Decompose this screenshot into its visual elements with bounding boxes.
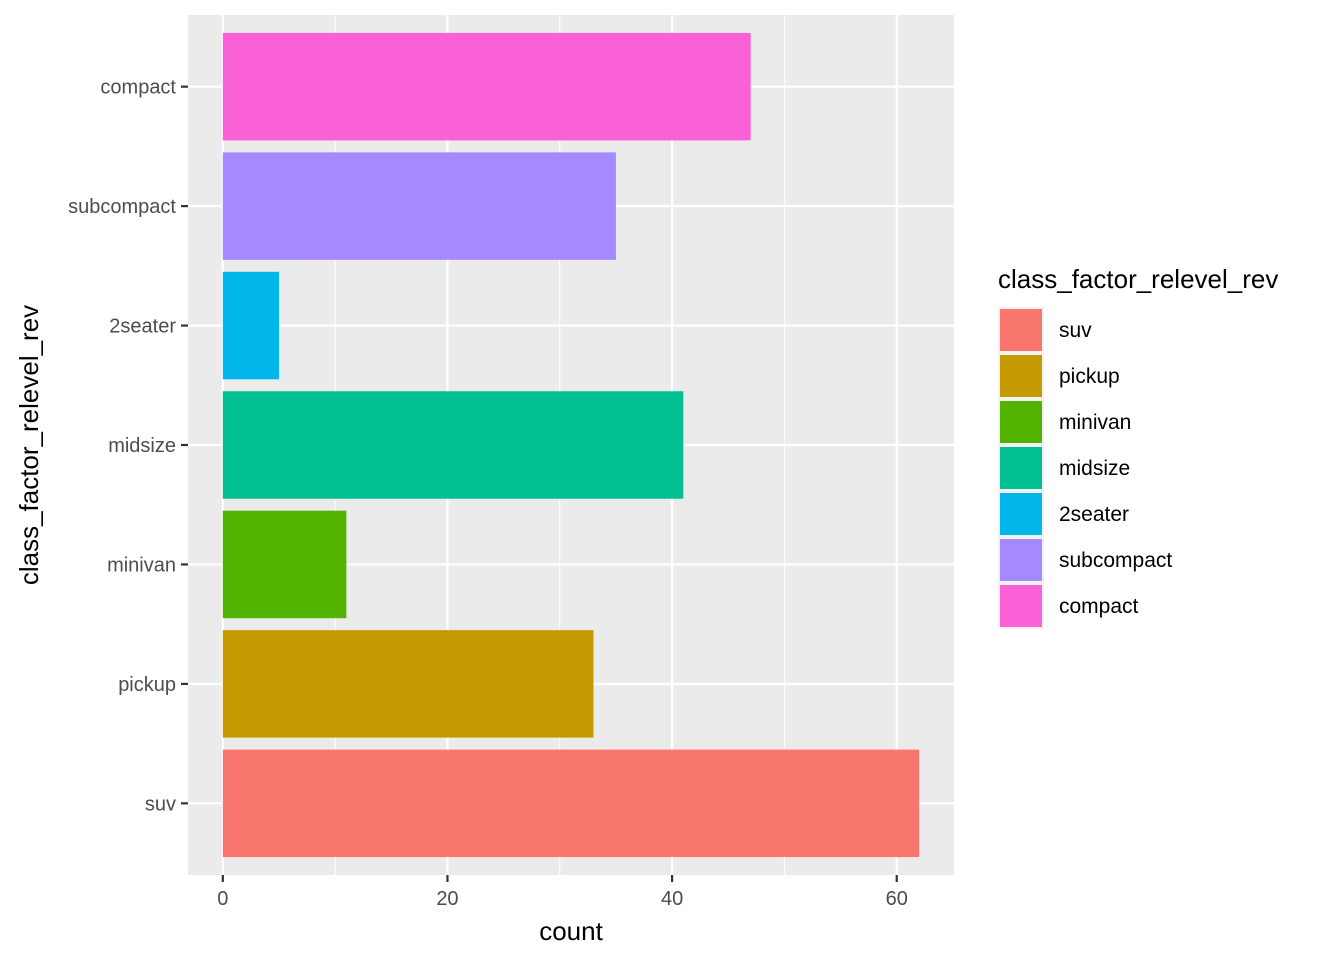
legend-key-swatch	[1000, 355, 1042, 397]
legend-key-swatch	[1000, 539, 1042, 581]
y-tick-label: compact	[100, 77, 176, 99]
legend-key-swatch	[1000, 401, 1042, 443]
legend-label: pickup	[1059, 365, 1120, 388]
x-tick-label: 0	[217, 888, 228, 910]
y-tick-label: midsize	[108, 435, 176, 457]
legend-keys: suv pickup minivan midsize 2seater subcompact…	[998, 307, 1172, 629]
legend-key-swatch	[1000, 309, 1042, 351]
bar-subcompact	[222, 152, 616, 260]
bar-pickup	[222, 630, 594, 738]
x-axis-title: count	[539, 916, 603, 946]
bars	[222, 32, 920, 858]
legend-label: minivan	[1059, 411, 1131, 434]
legend-label: subcompact	[1059, 549, 1172, 572]
bar-suv	[222, 749, 920, 858]
y-tick-label: minivan	[107, 554, 176, 576]
y-tick-label: pickup	[118, 674, 176, 696]
y-axis-title: class_factor_relevel_rev	[14, 305, 44, 585]
x-tick-label: 20	[436, 888, 458, 910]
legend-key-swatch	[1000, 447, 1042, 489]
bar-2seater	[222, 271, 279, 380]
legend-label: suv	[1059, 319, 1092, 342]
y-tick-label: subcompact	[68, 196, 176, 218]
x-tick-label: 60	[886, 888, 908, 910]
bar-midsize	[222, 391, 684, 499]
legend-label: 2seater	[1059, 503, 1129, 526]
legend-key-swatch	[1000, 585, 1042, 627]
legend-label: midsize	[1059, 457, 1130, 480]
x-tick-label: 40	[661, 888, 683, 910]
y-axis: suv pickup minivan midsize 2seater subcompact…	[68, 77, 188, 815]
legend-label: compact	[1059, 595, 1139, 618]
y-tick-label: suv	[145, 793, 176, 815]
legend-title: class_factor_relevel_rev	[998, 264, 1278, 294]
y-tick-label: 2seater	[109, 316, 176, 338]
x-axis: 0 20 40 60	[217, 875, 908, 910]
bar-minivan	[222, 510, 347, 619]
legend-key-swatch	[1000, 493, 1042, 535]
bar-compact	[222, 32, 751, 141]
legend: class_factor_relevel_rev suv pickup miniva…	[998, 264, 1278, 629]
